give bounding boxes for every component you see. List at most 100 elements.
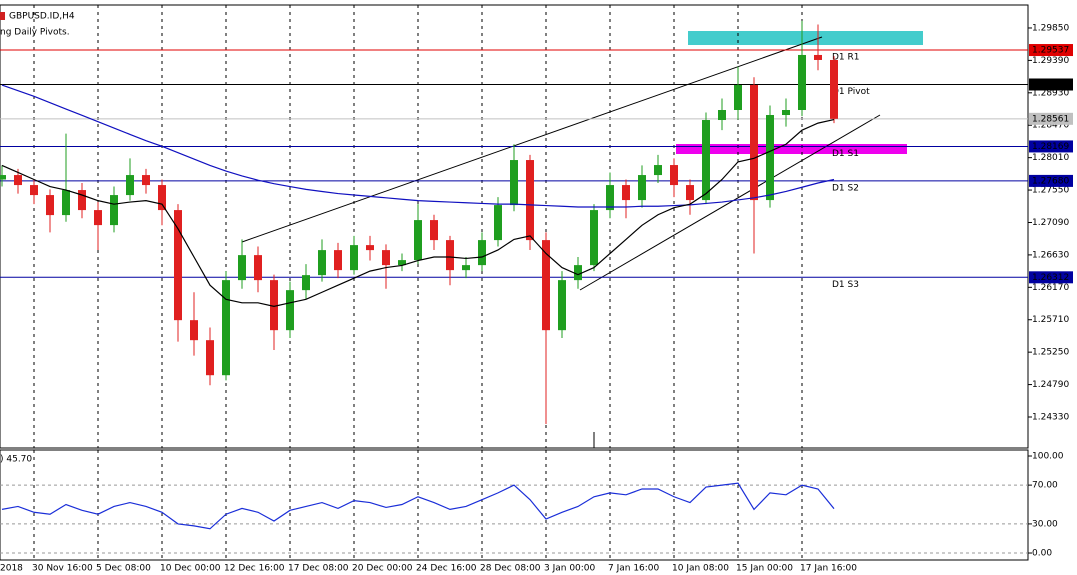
candle-body: [462, 265, 470, 271]
candle-body: [494, 205, 502, 241]
x-tick-label: 28 Dec 08:00: [480, 564, 541, 574]
candle-body: [510, 160, 518, 206]
y-tick-label: 1.25250: [1032, 348, 1069, 358]
candle-body: [622, 185, 630, 201]
x-tick-label: 15 Jan 00:00: [736, 564, 793, 574]
candle-body: [574, 265, 582, 281]
candle-body: [0, 175, 6, 180]
y-tick-label: 1.24790: [1032, 380, 1069, 390]
candle-body: [142, 175, 150, 186]
candle-body: [446, 240, 454, 271]
price-tag-label: 1.29048: [1032, 80, 1069, 90]
symbol-icon: [0, 12, 5, 20]
oscillator-label: ) 45.70: [0, 455, 32, 465]
y-tick-label: 1.27550: [1032, 186, 1069, 196]
candle-body: [206, 340, 214, 376]
price-tag-label: 1.27680: [1032, 176, 1069, 186]
price-tag: [1029, 112, 1073, 125]
x-tick-label: 12 Dec 16:00: [224, 564, 285, 574]
candle-body: [670, 165, 678, 186]
main-frame: [0, 4, 1029, 449]
pivot-name: D1 R1: [832, 53, 860, 63]
candle-body: [686, 185, 694, 201]
candle-body: [526, 160, 534, 241]
y-tick-label: 1.29390: [1032, 56, 1069, 66]
y-tick-label: 1.28470: [1032, 121, 1069, 131]
support-zone: [676, 144, 907, 154]
trend-line: [579, 114, 881, 291]
price-tag: [1029, 78, 1073, 91]
candle-body: [302, 275, 310, 291]
candle-body: [238, 255, 246, 281]
candle-body: [126, 175, 134, 196]
y-tick-label: 30.00: [1032, 519, 1058, 529]
resistance-zone: [688, 31, 923, 45]
y-tick-label: 1.26170: [1032, 283, 1069, 293]
price-tag: [1029, 44, 1073, 57]
candle-body: [270, 280, 278, 331]
y-tick-label: 100.00: [1032, 452, 1064, 462]
candle-body: [398, 260, 406, 266]
x-tick-label: 5 Dec 08:00: [96, 564, 151, 574]
pivot-name: D1 Pivot: [832, 87, 870, 97]
candle-body: [158, 185, 166, 211]
candle-body: [430, 220, 438, 241]
x-tick-label: 20 Dec 00:00: [352, 564, 413, 574]
candle-body: [734, 84, 742, 111]
candle-body: [766, 115, 774, 201]
y-tick-label: 1.28010: [1032, 153, 1069, 163]
x-tick-label: 2018: [0, 564, 23, 574]
candle-body: [174, 210, 182, 321]
candle-body: [334, 250, 342, 271]
candle-body: [814, 54, 822, 60]
candle-body: [62, 190, 70, 216]
y-tick-label: 0.00: [1032, 549, 1052, 559]
x-tick-label: 7 Jan 16:00: [608, 564, 660, 574]
price-tag-label: 1.28169: [1032, 142, 1069, 152]
candle-body: [14, 175, 22, 186]
candle-body: [830, 59, 838, 119]
candle-body: [750, 84, 758, 201]
y-tick-label: 1.28930: [1032, 88, 1069, 98]
y-tick-label: 1.26630: [1032, 250, 1069, 260]
candle-body: [350, 245, 358, 271]
price-tag-label: 1.28561: [1032, 114, 1069, 124]
oscillator-line: [1, 482, 835, 530]
pivot-name: D1 S1: [832, 149, 859, 159]
candle-body: [366, 245, 374, 251]
candle-body: [798, 54, 806, 111]
y-tick-label: 70.00: [1032, 481, 1058, 491]
x-tick-label: 17 Jan 16:00: [800, 564, 857, 574]
candle-body: [542, 240, 550, 331]
candle-body: [254, 255, 262, 281]
candle-body: [110, 195, 118, 226]
candle-body: [558, 280, 566, 331]
candle-body: [190, 320, 198, 341]
y-tick-label: 1.25710: [1032, 315, 1069, 325]
x-tick-label: 10 Jan 08:00: [672, 564, 729, 574]
candle-body: [702, 120, 710, 201]
x-tick-label: 10 Dec 00:00: [160, 564, 221, 574]
candle-body: [382, 250, 390, 266]
candle-body: [638, 175, 646, 201]
candle-body: [654, 165, 662, 176]
candle-body: [94, 210, 102, 226]
y-tick-label: 1.27090: [1032, 218, 1069, 228]
price-tag-label: 1.29537: [1032, 46, 1069, 56]
candle-body: [606, 185, 614, 211]
x-tick-label: 17 Dec 08:00: [288, 564, 349, 574]
candle-body: [46, 195, 54, 216]
candle-body: [782, 110, 790, 116]
price-tag-label: 1.26312: [1032, 273, 1069, 283]
price-tag: [1029, 174, 1073, 187]
pivot-name: D1 S2: [832, 183, 859, 193]
x-tick-label: 3 Jan 00:00: [544, 564, 596, 574]
price-tag: [1029, 140, 1073, 153]
oscillator-frame: [0, 449, 1029, 561]
chart-title: GBPUSD.ID,H4: [9, 12, 75, 22]
candle-body: [30, 185, 38, 196]
pivot-name: D1 S3: [832, 280, 859, 290]
moving-average: [1, 84, 835, 208]
candle-body: [318, 250, 326, 276]
candle-body: [286, 290, 294, 331]
